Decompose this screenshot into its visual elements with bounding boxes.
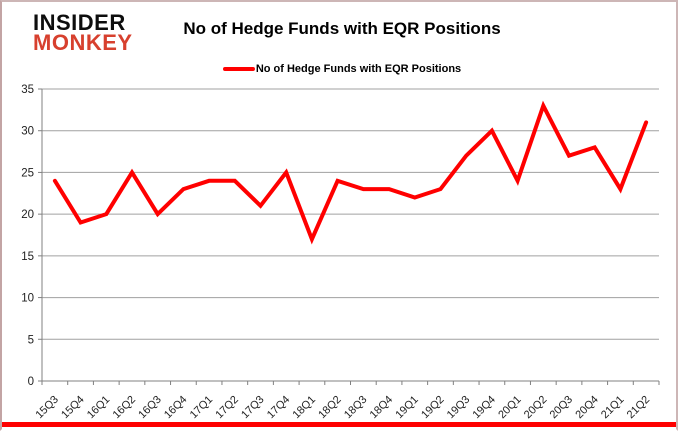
x-axis-label: 19Q3 (445, 394, 473, 422)
legend: No of Hedge Funds with EQR Positions (62, 63, 622, 75)
y-axis-label: 35 (21, 84, 34, 96)
logo-line1: INSIDER (33, 10, 126, 35)
x-axis-label: 17Q4 (265, 394, 293, 422)
x-axis-label: 21Q1 (599, 394, 627, 422)
legend-label: No of Hedge Funds with EQR Positions (255, 63, 462, 75)
legend-line-swatch (222, 67, 255, 71)
bottom-red-bar (2, 422, 676, 427)
y-axis-label: 15 (21, 251, 34, 263)
y-axis-label: 0 (28, 376, 34, 388)
x-axis-label: 20Q2 (522, 394, 550, 422)
x-axis-label: 17Q2 (213, 394, 241, 422)
x-axis-label: 16Q3 (136, 394, 164, 422)
x-axis-label: 18Q3 (342, 394, 370, 422)
y-axis-label: 25 (21, 167, 34, 179)
x-axis-label: 21Q2 (625, 394, 653, 422)
line-chart: 0510152025303515Q315Q416Q116Q216Q316Q417… (21, 84, 660, 422)
x-axis-label: 19Q1 (393, 394, 421, 422)
x-axis-label: 16Q1 (85, 394, 113, 422)
x-axis-label: 16Q4 (162, 394, 190, 422)
x-axis-label: 20Q1 (496, 394, 524, 422)
y-axis-label: 5 (28, 334, 34, 346)
insider-monkey-logo: INSIDER MONKEY (33, 10, 133, 56)
x-axis-label: 15Q3 (33, 394, 61, 422)
x-axis-label: 20Q3 (548, 394, 576, 422)
x-axis-label: 20Q4 (573, 394, 601, 422)
y-axis-label: 30 (21, 126, 34, 138)
x-axis-label: 17Q1 (188, 394, 216, 422)
x-axis-label: 15Q4 (59, 394, 87, 422)
chart-title: No of Hedge Funds with EQR Positions (183, 19, 501, 38)
x-axis-label: 16Q2 (111, 394, 139, 422)
x-axis-label: 19Q4 (470, 394, 498, 422)
x-axis-label: 17Q3 (239, 394, 267, 422)
x-axis-label: 18Q2 (316, 394, 344, 422)
data-line (52, 100, 649, 245)
x-axis-label: 18Q1 (291, 394, 319, 422)
logo-line2: MONKEY (33, 30, 133, 56)
y-axis-label: 10 (21, 293, 34, 305)
y-axis-label: 20 (21, 209, 34, 221)
x-axis-label: 19Q2 (419, 394, 447, 422)
x-axis-label: 18Q4 (368, 394, 396, 422)
